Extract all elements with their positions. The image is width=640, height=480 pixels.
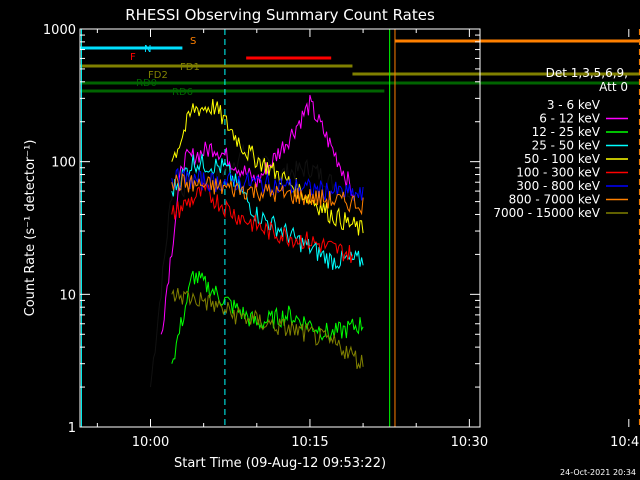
flag-label-rd0: RD0 xyxy=(136,78,157,89)
y-axis-label: Count Rate (s⁻¹ detector⁻¹) xyxy=(23,140,38,317)
chart-title: RHESSI Observing Summary Count Rates xyxy=(125,6,435,24)
flag-label-n: N xyxy=(144,44,151,55)
y-axis-ticks: 1 10 100 1000 xyxy=(43,23,480,436)
series-curves xyxy=(150,94,364,388)
x-axis-label: Start Time (09-Aug-12 09:53:22) xyxy=(174,456,386,471)
flag-label-s: S xyxy=(190,36,196,47)
legend-entry-label: 100 - 300 keV xyxy=(516,166,600,180)
x-tick-label: 10:00 xyxy=(132,435,169,450)
legend-entry-label: 800 - 7000 keV xyxy=(509,193,601,207)
legend-title-line-1: Det 1,3,5,6,9, xyxy=(546,66,628,80)
legend-entry-label: 7000 - 15000 keV xyxy=(493,206,600,220)
x-tick-label: 10:15 xyxy=(291,435,328,450)
legend-title-line-2: Att 0 xyxy=(599,80,628,94)
flag-label-f: F xyxy=(130,52,136,63)
series-line xyxy=(171,288,364,370)
legend-entry-label: 12 - 25 keV xyxy=(532,125,601,139)
flag-label-rd6: RD6 xyxy=(172,87,193,98)
y-tick-label: 1 xyxy=(68,421,76,436)
y-tick-label: 100 xyxy=(51,156,76,171)
series-line xyxy=(160,94,353,335)
legend-entry-label: 300 - 800 keV xyxy=(516,179,600,193)
timestamp: 24-Oct-2021 20:34 xyxy=(560,468,636,477)
x-tick-label: 10:45 xyxy=(610,435,640,450)
plot-frame xyxy=(79,28,481,428)
legend-entry-label: 6 - 12 keV xyxy=(539,112,601,126)
series-line xyxy=(150,144,353,388)
y-tick-label: 10 xyxy=(59,288,76,303)
y-tick-label: 1000 xyxy=(43,23,76,38)
flag-label-fd2: FD2 xyxy=(148,70,168,81)
flag-label-fd1: FD1 xyxy=(180,62,200,73)
legend-entry-label: 3 - 6 keV xyxy=(547,98,601,112)
series-line xyxy=(171,173,364,216)
legend-entry-label: 25 - 50 keV xyxy=(532,139,601,153)
series-line xyxy=(171,153,364,270)
series-line xyxy=(171,99,364,236)
legend-entry-label: 50 - 100 keV xyxy=(524,152,601,166)
series-line xyxy=(171,167,364,201)
time-markers xyxy=(80,29,640,427)
series-line xyxy=(171,270,364,364)
x-tick-label: 10:30 xyxy=(451,435,488,450)
